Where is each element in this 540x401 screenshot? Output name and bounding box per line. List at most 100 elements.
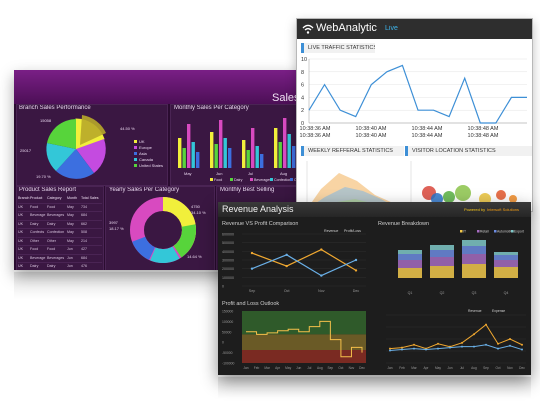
x-tick: Nov <box>507 366 513 370</box>
table-cell: 734 <box>81 204 87 209</box>
y-tick: -50000 <box>222 351 233 355</box>
revenue-point <box>354 269 358 272</box>
revenue-analysis-window: Revenue Analysis Powered by Intersoft So… <box>218 202 531 375</box>
bar-1-3 <box>223 138 227 168</box>
svg-text:Canada: Canada <box>139 157 154 162</box>
revenue-vs-profit-title: Revenue VS Profit Comparison <box>222 221 299 227</box>
best-selling-title: Monthly Best Selling <box>220 187 275 193</box>
revenue-point <box>485 323 487 326</box>
bar-1-1 <box>214 144 218 168</box>
y-tick: 0 <box>222 341 224 345</box>
bar-2-3 <box>255 146 259 168</box>
revenue-point <box>250 251 254 255</box>
table-cell: May <box>67 221 74 226</box>
table-cell: Beverages <box>47 255 65 260</box>
table-cell: 684 <box>81 213 87 217</box>
yearly-donut-chart: 4750 34.10 % 3997 18.17 % 14.64 % <box>109 197 206 263</box>
expense-point <box>389 349 391 352</box>
table-header-cell: Product <box>30 196 43 200</box>
table-row: UK Dairy Dairy May 662 <box>18 221 102 229</box>
traffic-line <box>308 64 527 124</box>
legend-swatch <box>511 230 514 233</box>
stack-1-1 <box>430 257 454 266</box>
bar-1-2 <box>219 120 223 168</box>
expense-point <box>485 343 487 346</box>
stack-1-3 <box>430 245 454 250</box>
x-tick: Sep <box>328 366 334 370</box>
bar-3-2 <box>283 118 287 168</box>
revenue-header: Revenue Analysis Powered by Intersoft So… <box>218 202 531 217</box>
y-tick: 200000 <box>222 267 234 271</box>
y-tick: -100000 <box>222 362 235 366</box>
x-tick: Q1 <box>408 291 413 295</box>
loss-zone <box>242 350 366 363</box>
stack-1-0 <box>430 266 454 278</box>
legend-swatch <box>250 178 253 181</box>
app-title: WebAnalytic <box>316 22 377 34</box>
legend-swatch <box>290 178 293 181</box>
x-tick: Jun <box>296 366 301 370</box>
profit-zone <box>242 311 366 335</box>
x-tick: Dec <box>359 366 365 370</box>
profit-point <box>250 267 254 270</box>
month-tick: Jun <box>216 171 222 176</box>
x-tick-2: 10:38:48 AM <box>468 133 499 139</box>
month-tick: May <box>184 171 192 176</box>
x-tick: Feb <box>399 366 405 370</box>
legend-swatch <box>460 230 463 233</box>
y-tick: 300000 <box>222 259 234 263</box>
x-tick: Jan <box>243 366 248 370</box>
x-tick: Nov <box>349 366 355 370</box>
x-tick: Jul <box>460 366 464 370</box>
y-tick: 10 <box>301 57 307 63</box>
stack-0-2 <box>398 254 422 260</box>
table-cell: 508 <box>81 230 87 234</box>
table-cell: May <box>67 238 74 243</box>
y-tick: 600000 <box>222 233 234 237</box>
legend-swatch <box>270 178 273 181</box>
table-cell: May <box>67 204 74 209</box>
table-cell: 214 <box>81 238 87 243</box>
x-tick: Aug <box>317 366 323 370</box>
webanalytic-header: WebAnalytic Live <box>297 19 532 39</box>
revenue-point <box>413 343 415 346</box>
x-tick: Oct <box>284 289 290 293</box>
revenue-point <box>497 342 499 345</box>
bar-3-3 <box>287 134 291 168</box>
x-tick: Oct <box>338 366 343 370</box>
live-badge: Live <box>385 25 398 32</box>
y-tick: 4 <box>301 95 304 101</box>
profit-point <box>320 274 323 277</box>
revenue-vs-profit-chart: 600000 500000 400000 300000 200000 100000 0 Sep… <box>222 229 366 293</box>
pie-label-4: 19.70 % <box>36 174 51 179</box>
x-tick: Nov <box>318 289 325 293</box>
svg-text:UK: UK <box>139 139 145 144</box>
legend-label: Food <box>214 178 222 182</box>
table-cell: 427 <box>81 247 87 251</box>
table-header-cell: Month <box>67 196 77 200</box>
legend-label: Confection <box>274 178 291 182</box>
x-tick: Apr <box>424 366 430 370</box>
table-cell: Beverages <box>47 213 65 217</box>
donut-label-1: 4750 <box>191 204 201 209</box>
wifi-icon <box>302 24 314 34</box>
table-cell: UK <box>18 213 23 217</box>
y-tick: 500000 <box>222 241 234 245</box>
branch-sales-title: Branch Sales Performance <box>19 105 91 111</box>
bar-3-0 <box>274 128 278 168</box>
table-cell: Dairy <box>47 264 56 268</box>
revenue-point <box>509 338 511 340</box>
sales-dashboard-window: Sales D Branch Sales Performance 15058 4… <box>14 70 314 270</box>
revenue-point <box>320 248 323 251</box>
x-tick: 10:38:48 AM <box>468 126 499 132</box>
table-header-cell: Total Sales <box>81 196 99 200</box>
table-cell: Jun <box>67 264 73 268</box>
branch-pie-chart: 15058 44.50 % 25017 19.70 % UK Europe As… <box>20 115 163 179</box>
table-cell: Food <box>30 204 39 209</box>
table-cell: Jun <box>67 247 73 251</box>
x-tick-2: 10:38:36 AM <box>300 133 331 139</box>
profit-loss-outlook-title: Profit and Loss Outlook <box>222 301 280 307</box>
table-row: UK Beverage Beverages May 684 <box>18 212 102 221</box>
stack-1-2 <box>430 250 454 257</box>
bar-2-0 <box>242 140 246 168</box>
